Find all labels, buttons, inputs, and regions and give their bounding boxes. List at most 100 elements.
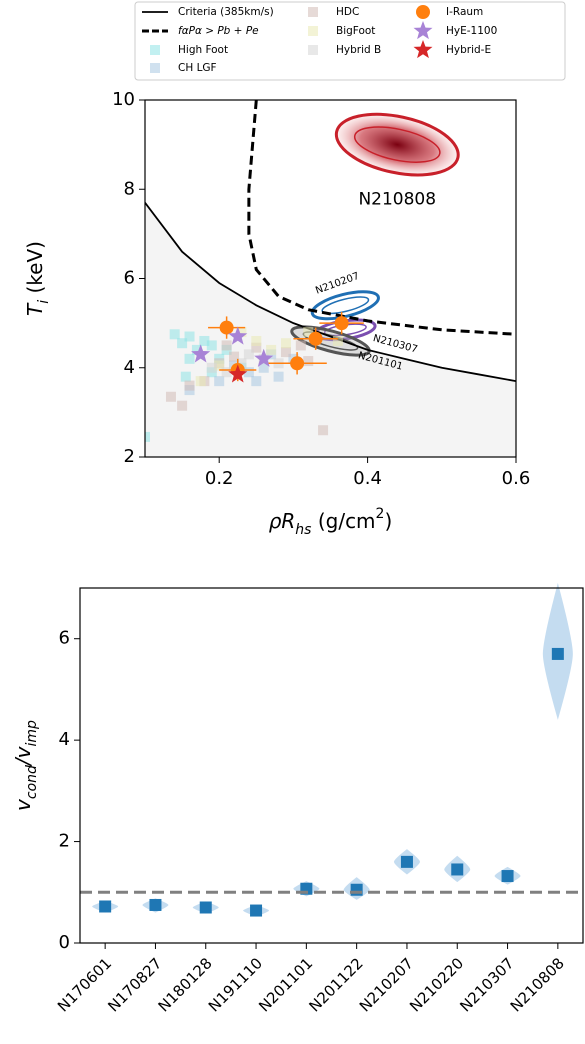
x-tick-label: N210220 — [406, 954, 467, 1015]
contour-label: N210808 — [358, 190, 436, 210]
point — [228, 364, 248, 383]
legend-label: Hybrid B — [336, 44, 381, 56]
median-marker — [149, 898, 162, 911]
point — [191, 344, 211, 363]
x-tick-label: N191110 — [205, 954, 266, 1015]
legend-label: High Foot — [178, 44, 228, 56]
median-marker — [350, 883, 363, 896]
x-tick-label: N210207 — [356, 954, 417, 1015]
line — [247, 100, 516, 336]
point — [177, 400, 188, 411]
point — [229, 351, 240, 362]
point — [221, 340, 232, 351]
point — [184, 331, 195, 342]
median-marker — [199, 901, 212, 914]
y-tick-label: 2 — [59, 831, 70, 852]
legend-marker — [150, 45, 160, 55]
point — [228, 326, 248, 345]
legend-marker — [308, 45, 318, 55]
point — [251, 342, 262, 353]
legend-label: BigFoot — [336, 25, 375, 37]
point — [280, 347, 291, 358]
point — [303, 327, 314, 338]
y-axis-label-part: i — [36, 300, 52, 304]
y-tick-label: 2 — [124, 446, 135, 467]
point — [214, 360, 225, 371]
point — [273, 371, 284, 382]
point — [243, 349, 254, 360]
median-marker — [501, 870, 514, 883]
contour — [334, 112, 460, 177]
point — [303, 356, 314, 367]
legend-marker — [413, 21, 433, 40]
x-axis-label: ρRhs (g/cm2) — [269, 506, 393, 538]
y-tick-label: 4 — [124, 357, 135, 378]
point — [206, 340, 217, 351]
point — [332, 335, 343, 346]
contour-fill — [336, 114, 459, 175]
area-below — [145, 202, 516, 457]
x-axis-label-part: hs — [295, 522, 311, 538]
point — [214, 376, 225, 387]
plot-area — [145, 100, 516, 457]
x-tick-label: N180128 — [155, 954, 216, 1015]
y-axis-label-part: v — [11, 798, 35, 811]
median-marker — [551, 647, 564, 660]
legend-label: HyE-1100 — [446, 25, 497, 37]
legend-box — [134, 1, 566, 81]
point — [251, 376, 262, 387]
point — [184, 353, 195, 364]
y-axis-label-part: (keV) — [23, 241, 47, 300]
point — [195, 376, 206, 387]
point — [290, 356, 305, 371]
axes-frame — [79, 587, 584, 944]
x-axis-label-part: ) — [384, 509, 392, 533]
contour — [310, 290, 380, 321]
contour-inner — [353, 126, 441, 163]
point — [145, 431, 150, 442]
legend-marker — [413, 40, 433, 59]
y-tick-label: 4 — [59, 729, 70, 750]
legend-label: I-Raum — [446, 6, 483, 18]
point — [318, 425, 329, 436]
point — [295, 340, 306, 351]
point — [251, 335, 262, 346]
point — [169, 329, 180, 340]
legend-label: Criteria (385km/s) — [178, 6, 274, 18]
point — [206, 362, 217, 373]
line — [145, 202, 516, 383]
y-axis-label: Ti (keV) — [23, 241, 53, 316]
point — [243, 367, 254, 378]
point — [236, 358, 247, 369]
x-tick-label: N201122 — [306, 954, 367, 1015]
point — [199, 335, 210, 346]
x-axis-label-part: ρR — [269, 509, 296, 533]
median-marker — [451, 863, 464, 876]
point — [180, 371, 191, 382]
point — [266, 344, 277, 355]
legend-marker — [150, 63, 160, 73]
y-tick-label: 6 — [124, 268, 135, 289]
y-axis-label: vcond/vimp — [11, 720, 41, 811]
point — [280, 338, 291, 349]
point — [236, 327, 247, 338]
legend-label: HDC — [336, 6, 359, 18]
y-tick-label: 8 — [124, 178, 135, 199]
legend-label: CH LGF — [178, 62, 217, 74]
point — [191, 344, 202, 355]
legend-marker — [416, 5, 430, 19]
point — [165, 391, 176, 402]
legend-marker — [308, 7, 318, 17]
legend-label: fαPα > Pb + Pe — [178, 25, 259, 37]
x-tick-label: 0.6 — [502, 468, 531, 489]
point — [258, 362, 269, 373]
median-marker — [400, 855, 413, 868]
x-tick-label: 0.2 — [205, 468, 234, 489]
point — [334, 316, 349, 331]
point — [308, 331, 323, 346]
legend-label: Hybrid-E — [446, 44, 491, 56]
y-axis-label-part: cond — [24, 765, 40, 799]
median-marker — [99, 900, 112, 913]
y-axis-label-part: T — [23, 302, 47, 316]
